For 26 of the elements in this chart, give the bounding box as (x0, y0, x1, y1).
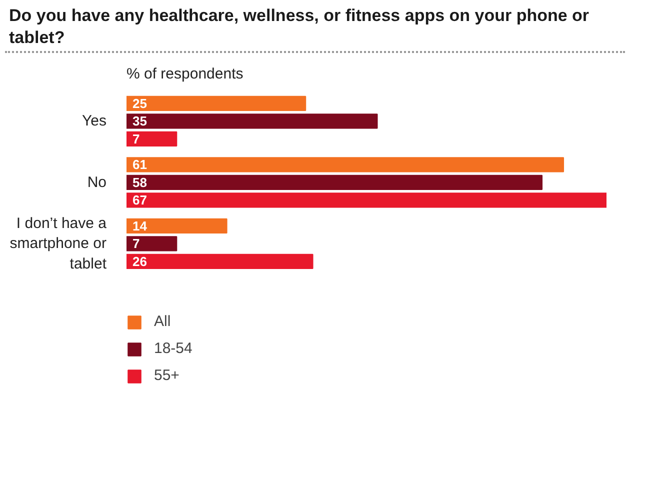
legend-label: All (154, 313, 172, 330)
data-label: 7 (132, 236, 140, 252)
data-label: 61 (132, 157, 147, 172)
data-label: 25 (132, 96, 147, 111)
legend-label: 18-54 (154, 340, 192, 357)
y-tick-label: No (87, 174, 107, 191)
data-label: 26 (132, 254, 147, 269)
bar (126, 131, 178, 146)
data-label: 58 (132, 174, 147, 190)
data-label: 35 (132, 114, 147, 129)
bar (126, 114, 378, 129)
chart-subtitle: % of respondents (126, 66, 244, 82)
bar (126, 254, 314, 269)
legend-label: 55+ (154, 367, 180, 384)
bar (126, 236, 178, 252)
bar (126, 157, 564, 172)
y-tick-label: Yes (82, 112, 107, 130)
data-label: 67 (132, 192, 147, 208)
bar (126, 192, 606, 208)
data-label: 14 (132, 218, 148, 234)
data-label: 7 (132, 131, 140, 146)
y-tick-label: I don’t have a smartphone or tablet (10, 214, 108, 273)
chart-title: Do you have any healthcare, wellness, or fitness apps on your phone or tablet? (9, 5, 590, 49)
bar (126, 218, 228, 234)
bar (126, 174, 543, 190)
bar (126, 96, 306, 111)
